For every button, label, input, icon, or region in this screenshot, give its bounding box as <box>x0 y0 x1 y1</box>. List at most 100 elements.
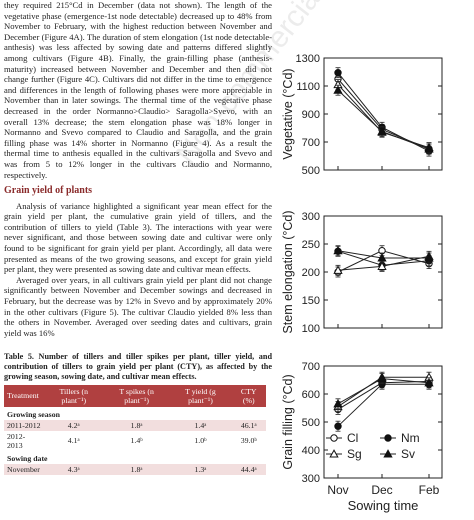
y-tick-label: 500 <box>302 417 320 429</box>
data-point <box>377 373 387 383</box>
legend-entry-sg: Sg <box>326 447 362 461</box>
chart-panel-3: 300 400 500 600 700 Grain filling (°Cd) <box>281 361 443 485</box>
y-tick-label: 900 <box>302 109 320 121</box>
table-cell: 1.4ᵃ <box>169 419 232 431</box>
data-point <box>333 398 343 408</box>
series-sv <box>333 245 434 264</box>
legend: Cl Nm Sg Sv <box>326 431 420 461</box>
legend-marker <box>330 434 338 442</box>
series-nm <box>334 67 433 157</box>
data-point <box>424 144 434 153</box>
series-sv <box>333 373 434 410</box>
x-axis-label: Sowing time <box>348 498 419 513</box>
table-cell: 46.1ᵃ <box>231 419 266 431</box>
y-axis-label: Stem elongation (°Cd) <box>281 210 295 333</box>
table-header-row: Treatment Tillers (n plant⁻¹) T spikes (n … <box>4 384 266 407</box>
table-cell: 39.0ᵇ <box>240 436 257 446</box>
table-cell: 1.3ᵃ <box>169 463 232 475</box>
legend-marker <box>383 449 393 458</box>
legend-marker <box>329 449 339 458</box>
x-tick-label: Feb <box>419 483 440 497</box>
table-header-cell: Treatment <box>7 391 39 401</box>
table-5: Treatment Tillers (n plant⁻¹) T spikes (n … <box>4 384 266 475</box>
x-tick-label: Dec <box>371 483 392 497</box>
series-line <box>337 72 430 152</box>
legend-marker <box>384 434 392 442</box>
table-cell: 4.3ᵃ <box>43 463 104 475</box>
plot-frame <box>323 215 443 329</box>
table-group-label: Sowing date <box>7 453 48 463</box>
table-row: November 4.3ᵃ 1.8ᵃ 1.3ᵃ 44.4ᵃ <box>4 463 266 475</box>
y-tick-label: 500 <box>302 165 320 177</box>
table-cell: 1.8ᵃ <box>103 463 170 475</box>
plot-frame <box>323 57 443 171</box>
data-point <box>424 253 434 262</box>
data-point <box>333 265 343 274</box>
table-group-label: Growing season <box>7 409 60 419</box>
legend-label: Sg <box>347 447 362 461</box>
y-tick-label: 200 <box>302 267 320 279</box>
y-tick-label: 700 <box>302 361 320 373</box>
table-row: 2012-2013 4.1ᵃ 1.4ᵇ 1.0ᵇ 39.0ᵇ <box>4 431 266 451</box>
series-line <box>337 383 429 427</box>
series-cl <box>334 73 433 155</box>
y-tick-label: 700 <box>302 137 320 149</box>
y-tick-label: 600 <box>302 389 320 401</box>
table-header-cell: CTY (%) <box>240 386 257 405</box>
y-tick-label: 300 <box>302 473 320 485</box>
paragraph-yield: Averaged over years, in all cultivars gr… <box>4 274 272 338</box>
figure-4: 500 700 900 1100 1300 Vegetative (°Cd) 100 150 2… <box>272 40 472 515</box>
data-point <box>377 253 387 262</box>
table-body: Growing season 2011-2012 4.2ᵃ 1.8ᵃ 1.4ᵃ 46.1ᵃ… <box>4 407 266 475</box>
data-point <box>377 261 387 270</box>
y-tick-label: 100 <box>302 323 320 335</box>
table-cell: 1.0ᵇ <box>194 436 207 446</box>
table-cell: 1.8ᵃ <box>103 419 170 431</box>
legend-label: Sv <box>401 447 415 461</box>
legend-label: Cl <box>347 431 358 445</box>
data-point <box>424 377 434 387</box>
data-point <box>334 69 342 77</box>
paragraph-results-phenology: they required 215°Cd in December (data n… <box>4 0 272 180</box>
y-tick-label: 1100 <box>296 81 320 93</box>
table-group-row: Growing season <box>4 407 266 420</box>
legend-entry-sv: Sv <box>380 447 415 461</box>
legend-entry-cl: Cl <box>326 431 358 445</box>
table-group-row: Sowing date <box>4 451 266 464</box>
table-header-cell: T spikes (n plant⁻¹) <box>119 386 154 405</box>
data-point <box>334 422 342 430</box>
table-cell: November <box>4 463 44 475</box>
y-tick-label: 150 <box>302 295 320 307</box>
chart-panel-2: 100 150 200 250 300 Stem elongation (°Cd) <box>281 210 443 335</box>
data-point <box>333 245 343 255</box>
data-point <box>377 126 387 136</box>
y-tick-label: 250 <box>302 239 320 251</box>
legend-entry-nm: Nm <box>380 431 420 445</box>
y-axis-label: Vegetative (°Cd) <box>281 68 295 159</box>
series-sg <box>333 79 434 153</box>
x-tick-label: Nov <box>327 483 348 497</box>
table-header-cell: T yield (g plant⁻¹) <box>185 386 216 405</box>
table-caption: Table 5. Number of tillers and tiller sp… <box>4 352 272 381</box>
y-axis-label: Grain filling (°Cd) <box>281 374 295 469</box>
y-tick-label: 300 <box>302 211 320 223</box>
text-column: they required 215°Cd in December (data n… <box>4 0 272 475</box>
y-tick-label: 400 <box>302 445 320 457</box>
table-cell: 2012-2013 <box>7 431 26 450</box>
table-cell: 2011-2012 <box>4 419 44 431</box>
series-sv <box>333 84 434 155</box>
legend-label: Nm <box>401 431 420 445</box>
table-cell: 1.4ᵇ <box>130 436 143 446</box>
table-cell: 4.2ᵃ <box>43 419 104 431</box>
paragraph-anova: Analysis of variance highlighted a signi… <box>4 200 272 275</box>
series-nm <box>334 378 433 432</box>
table-header-cell: Tillers (n plant⁻¹) <box>59 386 88 405</box>
section-heading: Grain yield of plants <box>4 185 93 197</box>
y-tick-label: 1300 <box>296 53 320 65</box>
table-row: 2011-2012 4.2ᵃ 1.8ᵃ 1.4ᵃ 46.1ᵃ <box>4 419 266 431</box>
data-point <box>333 85 343 94</box>
table-cell: 44.4ᵃ <box>231 463 266 475</box>
table-cell: 4.1ᵃ <box>67 436 80 446</box>
